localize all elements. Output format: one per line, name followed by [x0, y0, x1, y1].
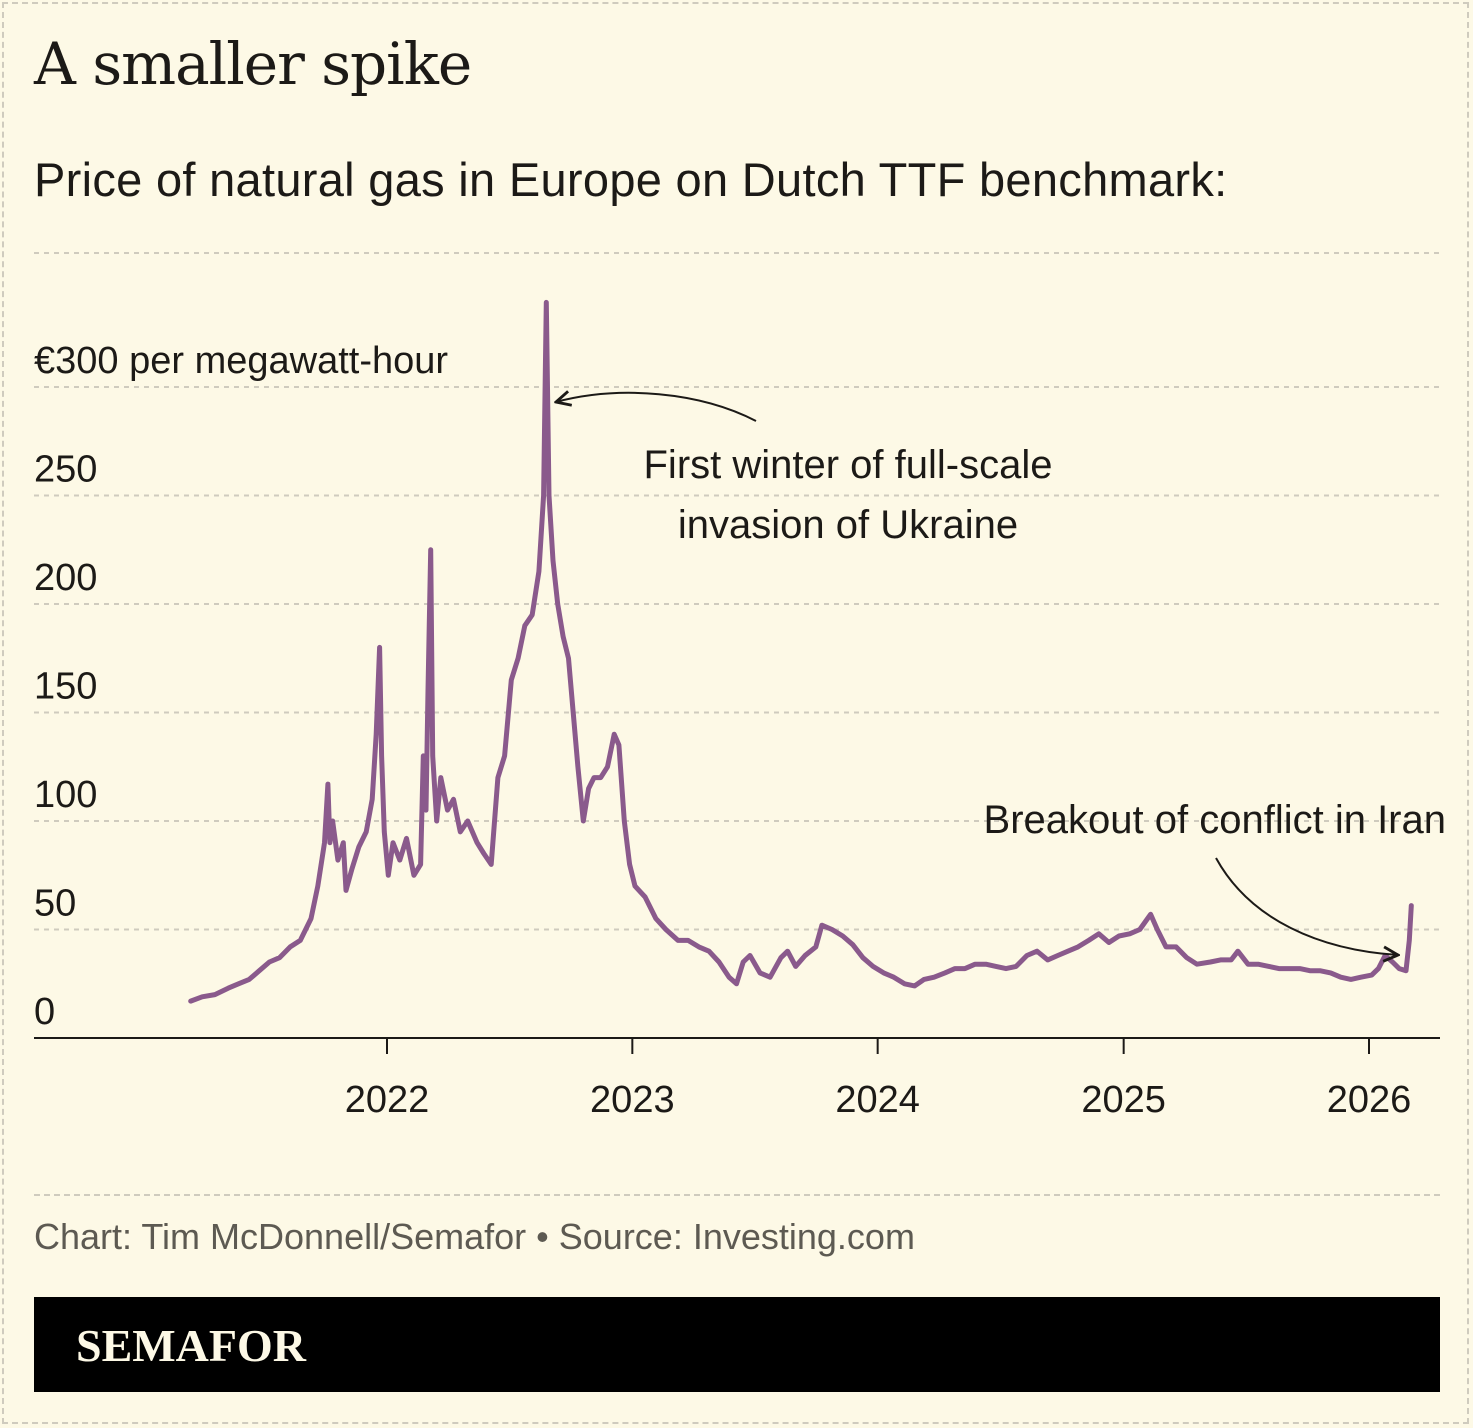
y-tick-label: 50 — [34, 883, 76, 925]
y-tick-label: 0 — [34, 991, 55, 1033]
x-tick-label: 2023 — [590, 1079, 675, 1121]
annotation-iran-arrow — [1215, 857, 1398, 955]
annotation-ukraine-arrow — [556, 393, 757, 422]
annotation-iran-text: Breakout of conflict in Iran — [984, 798, 1446, 842]
source-credit: Chart: Tim McDonnell/Semafor • Source: I… — [34, 1216, 915, 1257]
brand-logo: SEMAFOR — [76, 1320, 306, 1371]
x-tick-label: 2026 — [1327, 1079, 1412, 1121]
annotation-ukraine-text: First winter of full-scale — [644, 443, 1053, 487]
price-line — [188, 299, 1414, 1004]
footer-divider — [34, 1194, 1440, 1196]
y-tick-label: 150 — [34, 666, 97, 708]
annotations: First winter of full-scale invasion of Uk… — [556, 393, 1446, 955]
y-tick-label: 100 — [34, 774, 97, 816]
annotation-ukraine-text: invasion of Ukraine — [678, 503, 1018, 547]
x-tick-label: 2025 — [1081, 1079, 1166, 1121]
x-tick-label: 2024 — [835, 1079, 920, 1121]
gridlines — [34, 252, 1440, 931]
y-tick-labels: €300 per megawatt-hour 250 200 150 100 50 0 — [34, 340, 448, 1033]
line-chart: €300 per megawatt-hour 250 200 150 100 50 0 20… — [34, 252, 1446, 1121]
y-tick-label: 250 — [34, 449, 97, 491]
x-tick-labels: 2022 2023 2024 2025 2026 — [345, 1038, 1412, 1121]
chart-title: A smaller spike — [34, 30, 472, 98]
y-tick-label: 200 — [34, 557, 97, 599]
x-tick-label: 2022 — [345, 1079, 430, 1121]
chart-subtitle: Price of natural gas in Europe on Dutch … — [34, 153, 1228, 206]
y-tick-label: €300 per megawatt-hour — [34, 340, 448, 382]
brand-bar: SEMAFOR — [34, 1297, 1440, 1392]
